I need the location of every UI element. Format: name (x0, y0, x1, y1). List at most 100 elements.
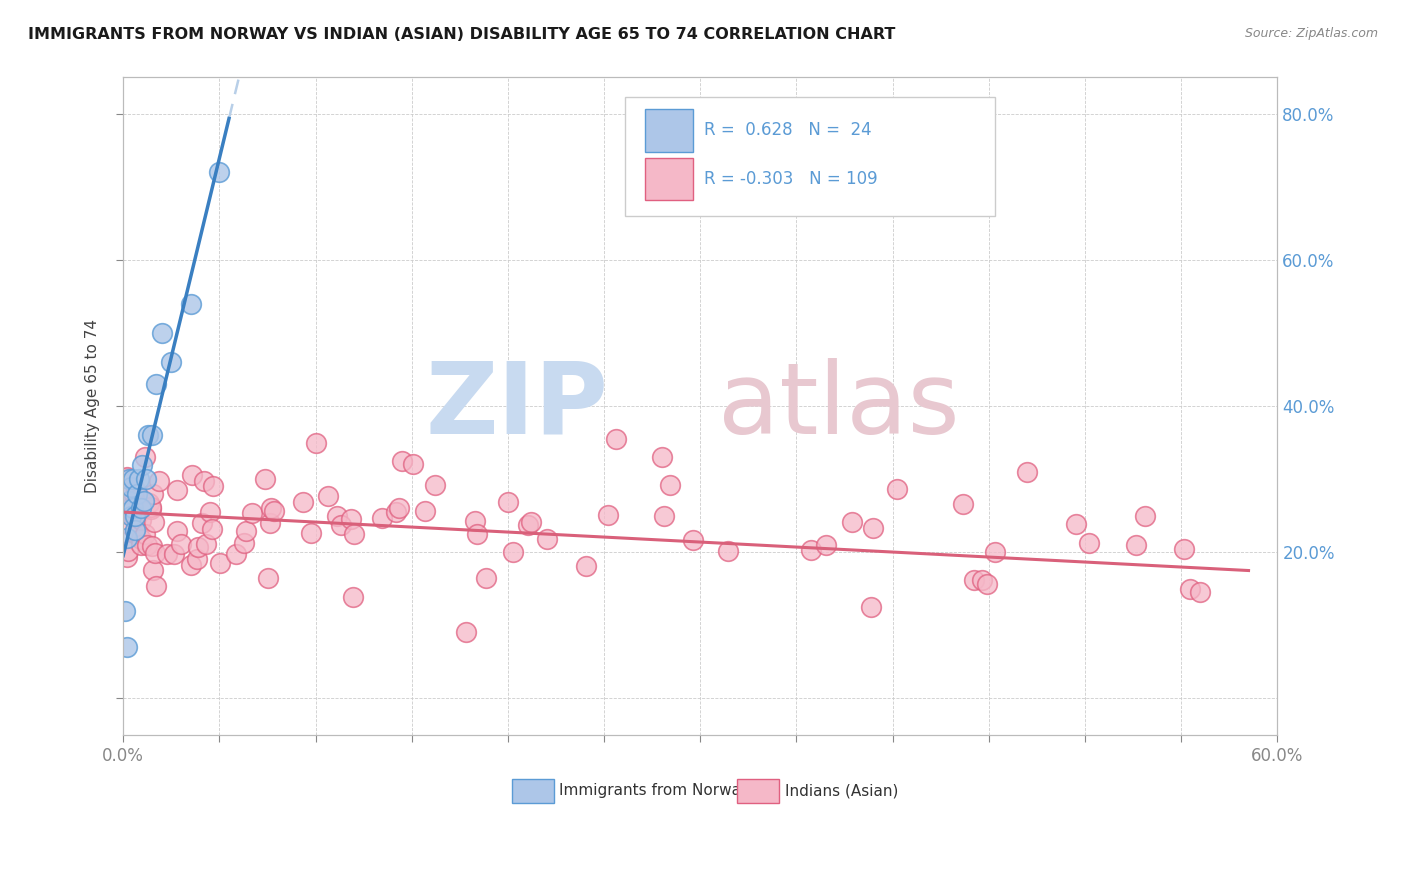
Point (201, 522, 224, 536)
Point (1173, 541, 1195, 556)
Point (963, 573, 986, 587)
Point (131, 513, 153, 527)
Point (125, 487, 148, 501)
Point (330, 518, 353, 533)
Point (148, 474, 170, 488)
Point (209, 556, 232, 570)
Y-axis label: Disability Age 65 to 74: Disability Age 65 to 74 (86, 319, 100, 493)
Point (342, 591, 364, 605)
Point (200, 505, 222, 519)
Point (260, 501, 283, 516)
Point (814, 538, 837, 552)
Point (253, 472, 276, 486)
Point (115, 486, 138, 500)
FancyBboxPatch shape (512, 779, 554, 803)
Point (841, 515, 863, 529)
Point (1125, 538, 1147, 552)
Point (976, 577, 998, 591)
Point (145, 377, 167, 392)
Point (391, 454, 413, 468)
Point (263, 504, 285, 518)
Point (120, 500, 142, 515)
Point (120, 479, 142, 493)
Point (122, 511, 145, 525)
Point (124, 524, 146, 538)
Point (187, 540, 209, 554)
Point (299, 525, 322, 540)
Point (292, 495, 315, 509)
Point (952, 497, 974, 511)
Point (136, 428, 159, 442)
Text: R = -0.303   N = 109: R = -0.303 N = 109 (704, 170, 877, 188)
Point (120, 518, 142, 533)
Point (160, 355, 183, 369)
Point (166, 483, 188, 497)
Point (256, 571, 278, 585)
Point (131, 458, 153, 472)
Point (134, 450, 156, 464)
Point (371, 510, 394, 524)
Point (605, 432, 627, 446)
Text: Immigrants from Norway: Immigrants from Norway (560, 783, 751, 798)
FancyBboxPatch shape (645, 109, 693, 152)
FancyBboxPatch shape (737, 779, 779, 803)
Point (520, 515, 543, 529)
Point (235, 524, 257, 538)
Point (1188, 584, 1211, 599)
Text: atlas: atlas (718, 358, 960, 455)
Point (128, 472, 150, 486)
Point (121, 472, 143, 486)
Point (145, 579, 167, 593)
Point (180, 297, 202, 311)
Point (125, 527, 148, 541)
Point (141, 500, 163, 514)
Point (121, 483, 143, 498)
Point (135, 472, 157, 486)
Point (118, 494, 141, 508)
Point (202, 478, 225, 492)
FancyBboxPatch shape (626, 97, 994, 216)
Point (340, 512, 363, 526)
Point (385, 505, 408, 519)
Point (859, 599, 882, 614)
Point (658, 478, 681, 492)
Point (343, 527, 366, 541)
Point (325, 509, 347, 524)
Point (141, 539, 163, 553)
Point (1078, 536, 1101, 550)
Point (135, 538, 157, 552)
Text: IMMIGRANTS FROM NORWAY VS INDIAN (ASIAN) DISABILITY AGE 65 TO 74 CORRELATION CHA: IMMIGRANTS FROM NORWAY VS INDIAN (ASIAN)… (28, 27, 896, 42)
Point (191, 516, 214, 531)
Point (316, 489, 339, 503)
Point (717, 544, 740, 558)
Point (682, 533, 704, 547)
Point (536, 532, 558, 546)
Point (129, 501, 152, 516)
Point (240, 506, 263, 520)
Point (138, 496, 160, 510)
Point (181, 468, 204, 483)
Point (496, 495, 519, 509)
Point (141, 428, 163, 442)
Point (117, 469, 139, 483)
Point (1133, 509, 1156, 524)
Point (304, 435, 326, 450)
Point (886, 482, 908, 496)
Point (163, 547, 186, 561)
Point (799, 542, 821, 557)
Point (651, 450, 673, 465)
Text: R =  0.628   N =  24: R = 0.628 N = 24 (704, 121, 872, 139)
Point (208, 165, 231, 179)
Text: Indians (Asian): Indians (Asian) (785, 783, 898, 798)
Point (139, 502, 162, 516)
Point (1017, 465, 1039, 479)
Point (114, 604, 136, 618)
Point (186, 551, 208, 566)
Point (1066, 516, 1088, 531)
Point (454, 624, 477, 639)
Point (118, 472, 141, 486)
Point (124, 524, 146, 538)
Point (517, 517, 540, 532)
Point (127, 526, 149, 541)
Point (575, 559, 598, 574)
